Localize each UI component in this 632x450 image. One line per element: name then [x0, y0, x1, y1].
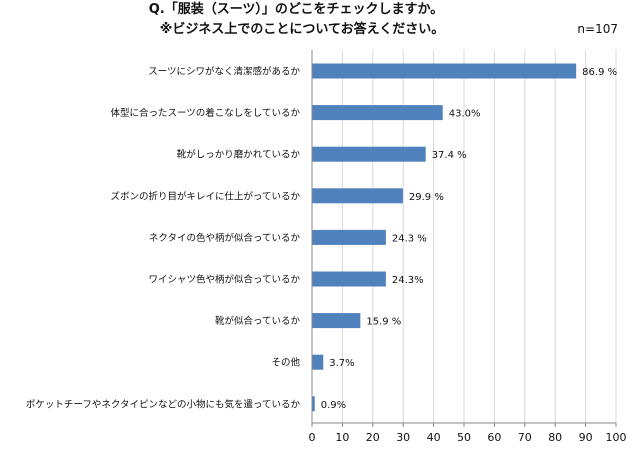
x-tick-label: 70: [518, 431, 532, 444]
x-axis: 0 10 20 30 40 50 60 70 80 90 100: [309, 50, 627, 444]
bar: [312, 271, 386, 287]
value-label: 0.9%: [321, 400, 346, 411]
category-label: スーツにシワがなく清潔感があるか: [148, 66, 300, 78]
value-label: 43.0%: [449, 109, 481, 120]
x-tick-label: 100: [606, 431, 627, 444]
value-label: 86.9 %: [582, 67, 617, 78]
chart-title: Q.「服装（スーツ）」のどこをチェックしますか。: [148, 2, 444, 17]
value-label: 3.7%: [329, 358, 354, 369]
bar: [312, 188, 403, 204]
x-tick-label: 20: [366, 431, 380, 444]
bar: [312, 354, 324, 370]
sample-size: n=107: [577, 22, 618, 36]
x-tick-label: 50: [457, 431, 471, 444]
value-label: 24.3 %: [392, 233, 427, 244]
category-label: ネクタイの色や柄が似合っているか: [149, 232, 301, 244]
category-label: ワイシャツ色や柄が似合っているか: [148, 274, 300, 286]
bar: [312, 146, 426, 162]
x-tick-label: 10: [335, 431, 349, 444]
x-tick-label: 60: [487, 431, 501, 444]
x-tick-label: 80: [548, 431, 562, 444]
bar: [312, 63, 577, 79]
bar: [312, 105, 443, 121]
bars: [312, 63, 577, 412]
x-tick-label: 40: [427, 431, 441, 444]
bar: [312, 313, 361, 329]
category-label: 靴が似合っているか: [215, 315, 301, 327]
chart-subtitle: ※ビジネス上でのことについてお答えください。: [159, 22, 445, 37]
category-labels: スーツにシワがなく清潔感があるか体型に合ったスーツの着こなしをしているか靴がしっ…: [26, 66, 301, 411]
value-label: 15.9 %: [366, 317, 401, 328]
value-labels: 86.9 % 43.0% 37.4 % 29.9 % 24.3 % 24.3% 15.9 %…: [321, 67, 617, 411]
category-label: ズボンの折り目がキレイに仕上がっているか: [110, 190, 300, 202]
category-label: ポケットチーフやネクタイピンなどの小物にも気を遣っているか: [26, 398, 301, 410]
value-label: 24.3%: [392, 275, 424, 286]
bar: [312, 229, 386, 245]
category-label: その他: [271, 357, 300, 369]
value-label: 37.4 %: [432, 150, 467, 161]
x-tick-label: 90: [579, 431, 593, 444]
x-tick-label: 30: [396, 431, 410, 444]
x-tick-label: 0: [309, 431, 316, 444]
bar: [312, 396, 315, 412]
category-label: 靴がしっかり磨かれているか: [177, 149, 301, 161]
category-label: 体型に合ったスーツの着こなしをしているか: [110, 107, 300, 119]
value-label: 29.9 %: [409, 192, 444, 203]
